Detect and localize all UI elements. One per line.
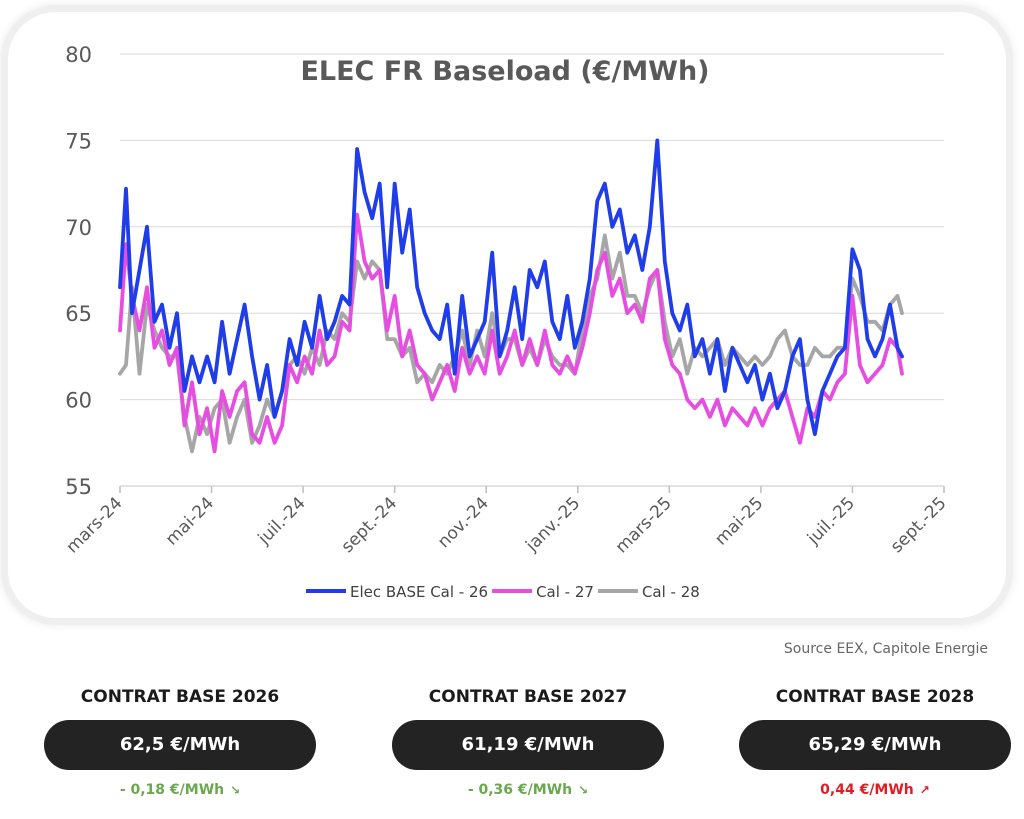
series-line: [118, 212, 904, 454]
x-axis-tick-labels: mars-24 mai-24 juil.-24 sept.-24 nov.-24 janv…: [62, 493, 950, 557]
delta-value: 0,44 €/MWh: [820, 782, 914, 798]
arrow-down-right-icon: ↘: [230, 783, 241, 797]
contract-delta: 0,44 €/MWh ↗: [739, 782, 1011, 798]
contract-price-pill: 62,5 €/MWh: [44, 720, 316, 770]
x-tick-label: mars-25: [612, 493, 676, 557]
contract-card-2028: CONTRAT BASE 2028 65,29 €/MWh 0,44 €/MWh…: [739, 684, 1011, 798]
contract-card-2026: CONTRAT BASE 2026 62,5 €/MWh - 0,18 €/MW…: [44, 684, 316, 798]
contract-title: CONTRAT BASE 2026: [80, 687, 280, 707]
x-tick-label: nov.-24: [434, 493, 493, 552]
delta-value: - 0,36 €/MWh: [467, 782, 573, 798]
y-tick-label: 70: [65, 216, 92, 240]
legend-label: Cal - 27: [536, 583, 594, 601]
contract-card-2027: CONTRAT BASE 2027 61,19 €/MWh - 0,36 €/M…: [392, 684, 664, 798]
chart-card: [8, 12, 1006, 618]
delta-value: - 0,18 €/MWh: [119, 782, 225, 798]
contract-title: CONTRAT BASE 2027: [428, 687, 628, 707]
arrow-up-right-icon: ↗: [919, 783, 930, 797]
x-tick-label: juil.-24: [254, 493, 310, 549]
contract-title: CONTRAT BASE 2028: [775, 687, 975, 707]
y-tick-label: 65: [65, 302, 92, 326]
legend-label: Elec BASE Cal - 26: [350, 583, 488, 601]
line-chart: 55 60 65 70 75 80 mars-24 mai-24 juil.-24 sept.-…: [62, 43, 950, 601]
contract-price-pill: 61,19 €/MWh: [392, 720, 664, 770]
contract-delta: - 0,18 €/MWh ↘: [44, 782, 316, 798]
x-tick-label: sept.-25: [887, 493, 951, 557]
source-note: Source EEX, Capitole Energie: [783, 641, 988, 657]
y-tick-label: 60: [65, 389, 92, 413]
legend-label: Cal - 28: [642, 583, 700, 601]
y-axis-tick-labels: 55 60 65 70 75 80: [65, 43, 92, 499]
legend: Elec BASE Cal - 26 Cal - 27 Cal - 28: [306, 583, 700, 601]
contract-price-pill: 65,29 €/MWh: [739, 720, 1011, 770]
chart-title: ELEC FR Baseload (€/MWh): [300, 56, 709, 87]
series-line: [118, 138, 904, 437]
x-tick-label: sept.-24: [338, 493, 402, 557]
y-tick-label: 75: [65, 129, 92, 153]
x-tick-label: juil.-25: [803, 493, 859, 549]
x-tick-label: mai-25: [711, 493, 767, 549]
x-tick-label: mars-24: [62, 493, 126, 557]
x-axis: [119, 485, 945, 493]
y-tick-label: 80: [65, 43, 92, 67]
y-tick-label: 55: [65, 475, 92, 499]
series-lines: [118, 138, 904, 454]
x-tick-label: janv.-25: [522, 493, 585, 556]
x-tick-label: mai-24: [162, 493, 218, 549]
arrow-down-right-icon: ↘: [578, 783, 589, 797]
contract-delta: - 0,36 €/MWh ↘: [392, 782, 664, 798]
